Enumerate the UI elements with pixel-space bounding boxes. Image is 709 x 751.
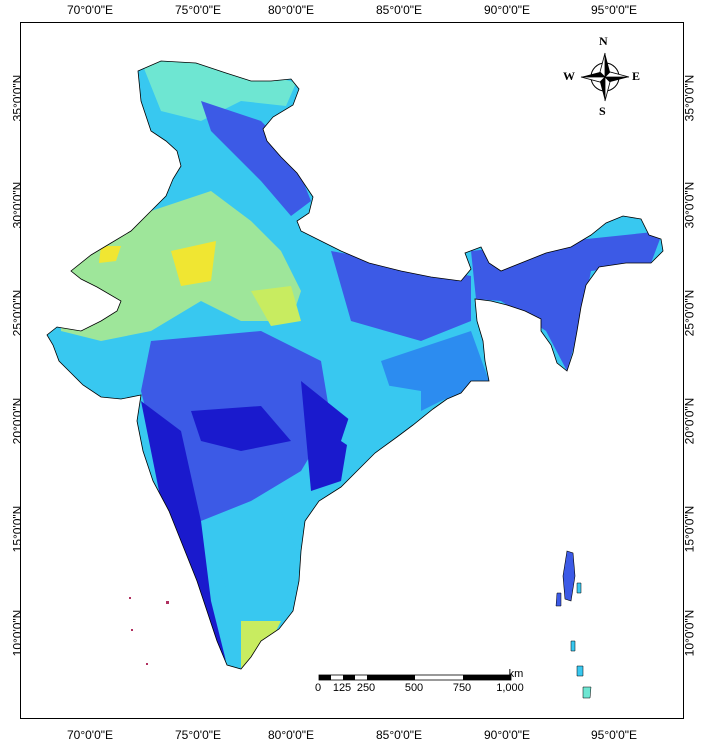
lon-label-bottom-75: 75°0'0"E: [174, 728, 222, 742]
lat-label-right-25: 25°0'0"N: [682, 289, 697, 337]
scale-bar: [318, 674, 512, 681]
scale-label-500: 500: [404, 682, 424, 694]
lon-label-top-85: 85°0'0"E: [375, 3, 423, 17]
lon-label-top-95: 95°0'0"E: [590, 3, 638, 17]
scale-unit: km: [508, 668, 524, 680]
scale-label-750: 750: [452, 682, 472, 694]
lat-label-right-30: 30°0'0"N: [682, 181, 697, 229]
lon-label-top-80: 80°0'0"E: [267, 3, 315, 17]
lakshadweep-islands: [129, 597, 169, 665]
north-arrow-icon: [580, 52, 630, 102]
lat-label-right-10: 10°0'0"N: [682, 609, 697, 657]
lon-label-top-70: 70°0'0"E: [66, 3, 114, 17]
andaman-nicobar-islands: [555, 550, 592, 699]
scale-label-250: 250: [356, 682, 376, 694]
lon-label-bottom-85: 85°0'0"E: [375, 728, 423, 742]
compass-south-label: S: [599, 104, 606, 118]
lat-label-right-35: 35°0'0"N: [682, 74, 697, 122]
india-outline: [46, 60, 664, 670]
scale-label-125: 125: [332, 682, 352, 694]
map-frame: [20, 22, 684, 719]
compass-east-label: E: [632, 69, 641, 83]
compass-west-label: W: [563, 69, 575, 83]
india-map: [46, 52, 664, 699]
lon-label-bottom-95: 95°0'0"E: [590, 728, 638, 742]
lon-label-bottom-90: 90°0'0"E: [483, 728, 531, 742]
lon-label-top-90: 90°0'0"E: [483, 3, 531, 17]
scale-label-0: 0: [314, 682, 322, 694]
compass-north-label: N: [599, 34, 608, 48]
lon-label-bottom-80: 80°0'0"E: [267, 728, 315, 742]
scale-label-1000: 1,000: [496, 682, 524, 694]
lat-label-right-20: 20°0'0"N: [682, 397, 697, 445]
lon-label-bottom-70: 70°0'0"E: [66, 728, 114, 742]
lon-label-top-75: 75°0'0"E: [174, 3, 222, 17]
lat-label-right-15: 15°0'0"N: [682, 505, 697, 553]
